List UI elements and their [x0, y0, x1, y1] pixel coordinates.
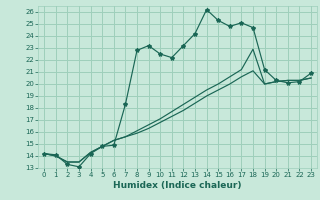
X-axis label: Humidex (Indice chaleur): Humidex (Indice chaleur) — [113, 181, 242, 190]
